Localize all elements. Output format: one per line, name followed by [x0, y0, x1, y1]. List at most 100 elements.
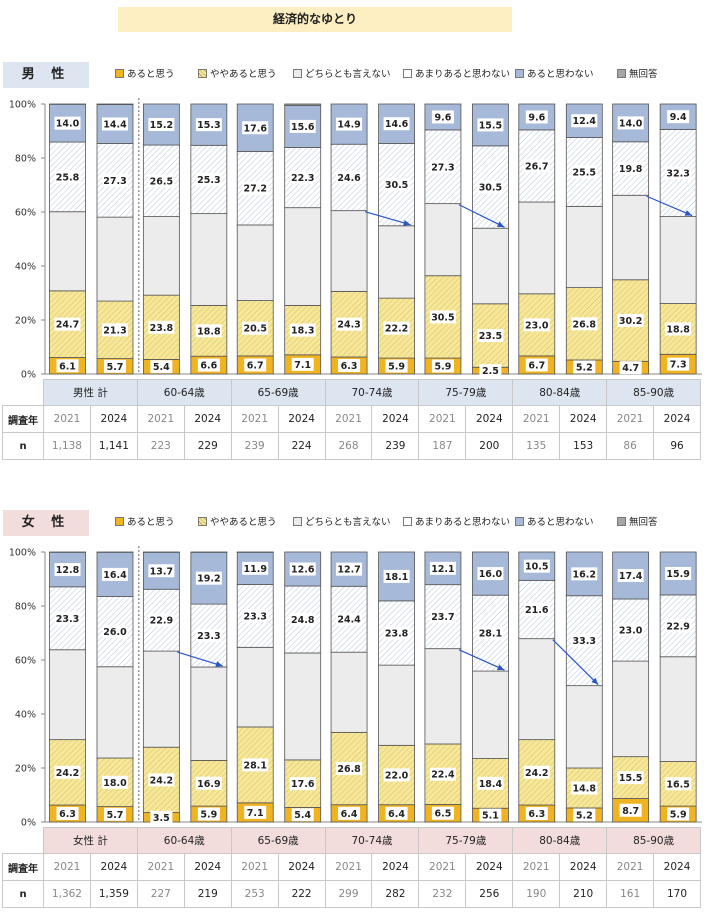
- group-header: 80-84歳: [512, 827, 608, 854]
- n-cell: 232: [418, 880, 467, 908]
- data-label-bg: [383, 626, 410, 640]
- bar-segment-neutral: [612, 194, 650, 281]
- data-label-somewhat-agree: 18.0: [103, 778, 127, 789]
- year-cell: 2021: [324, 853, 373, 881]
- year-cell: 2024: [559, 853, 608, 881]
- bar-segment-neutral: [565, 205, 603, 288]
- data-label-agree: 7.1: [247, 808, 264, 819]
- legend-swatch-somewhat-agree: [198, 69, 207, 78]
- bar-segment-neutral: [96, 666, 134, 759]
- data-label-somewhat-agree: 18.8: [197, 326, 221, 337]
- data-label-somewhat-disagree: 23.0: [619, 626, 643, 637]
- data-label-bg: [195, 629, 222, 643]
- n-cell: 219: [183, 880, 232, 908]
- data-label-somewhat-disagree: 25.3: [197, 175, 220, 186]
- data-label-bg: [54, 116, 81, 130]
- data-label-disagree: 12.4: [573, 116, 597, 127]
- year-cell: 2024: [277, 405, 326, 433]
- data-label-bg: [525, 806, 548, 820]
- change-arrow: [364, 211, 411, 226]
- data-label-bg: [102, 323, 128, 337]
- data-label-agree: 5.7: [107, 810, 124, 821]
- data-label-somewhat-disagree: 33.3: [573, 636, 596, 647]
- data-label-bg: [617, 623, 644, 637]
- data-label-bg: [244, 805, 267, 819]
- change-arrow: [646, 195, 693, 217]
- data-label-bg: [148, 174, 175, 188]
- year-cell: 2024: [183, 853, 232, 881]
- data-label-bg: [665, 566, 692, 580]
- data-label-bg: [102, 625, 128, 639]
- bar-segment-neutral: [472, 670, 509, 759]
- data-label-bg: [523, 603, 550, 617]
- data-label-bg: [477, 567, 504, 581]
- data-label-bg: [54, 317, 81, 331]
- data-label-bg: [289, 323, 316, 337]
- change-arrow: [552, 639, 599, 686]
- data-label-somewhat-agree: 24.2: [150, 775, 173, 786]
- data-label-bg: [573, 808, 596, 822]
- n-cell: 229: [183, 432, 232, 460]
- legend-label: どちらとも言えない: [305, 517, 391, 528]
- data-label-agree: 6.1: [59, 361, 76, 372]
- year-cell: 2024: [89, 405, 138, 433]
- data-label-bg: [665, 619, 692, 633]
- bar-segment-neutral: [330, 651, 368, 733]
- data-label-disagree: 12.8: [56, 565, 80, 576]
- y-tick-label: 40%: [15, 710, 36, 721]
- data-label-disagree: 10.5: [525, 562, 548, 573]
- data-label-somewhat-agree: 20.5: [243, 324, 266, 335]
- table-corner: [2, 379, 44, 406]
- year-cell: 2021: [43, 853, 91, 881]
- legend-item-neutral: どちらとも言えない: [293, 516, 391, 530]
- data-label-bg: [195, 776, 222, 790]
- data-label-bg: [242, 181, 269, 195]
- bar-segment-neutral: [49, 211, 86, 292]
- bar-segment-neutral: [659, 216, 697, 304]
- data-label-bg: [289, 562, 316, 576]
- data-label-somewhat-agree: 22.2: [385, 324, 408, 335]
- data-label-somewhat-agree: 24.7: [56, 320, 79, 331]
- data-label-bg: [148, 773, 175, 787]
- data-label-agree: 3.5: [153, 813, 170, 824]
- chart-male: 0% 20% 40% 60% 80% 100% 6.1 24.7 25.8 14.0 5.7 21.3…: [9, 98, 702, 381]
- data-label-disagree: 17.6: [243, 123, 267, 134]
- data-label-somewhat-agree: 16.9: [197, 779, 220, 790]
- data-label-bg: [429, 767, 456, 781]
- data-label-bg: [523, 765, 550, 779]
- group-header: 男性 計: [43, 379, 138, 406]
- data-label-bg: [477, 180, 504, 194]
- bar-segment-neutral: [236, 646, 274, 728]
- data-label-disagree: 15.6: [291, 122, 315, 133]
- data-label-bg: [102, 775, 128, 789]
- legend-label: あると思わない: [527, 69, 594, 80]
- data-label-disagree: 9.4: [670, 112, 687, 123]
- n-cell: 210: [559, 880, 608, 908]
- data-label-bg: [195, 118, 222, 132]
- data-label-somewhat-agree: 24.2: [56, 768, 79, 779]
- n-cell: 200: [465, 432, 514, 460]
- data-label-bg: [291, 808, 314, 822]
- n-cell: 239: [371, 432, 420, 460]
- data-label-agree: 7.1: [294, 360, 311, 371]
- data-label-bg: [617, 771, 644, 785]
- data-label-bg: [617, 568, 644, 582]
- year-cell: 2021: [512, 853, 561, 881]
- data-label-bg: [195, 571, 222, 585]
- data-label-bg: [477, 329, 504, 343]
- gender-label-female: 女 性: [3, 510, 89, 536]
- data-label-bg: [431, 359, 454, 373]
- n-cell: 161: [606, 880, 655, 908]
- data-label-agree: 8.7: [622, 806, 639, 817]
- bar-segment-no-answer: [96, 103, 134, 105]
- data-label-bg: [479, 808, 502, 822]
- n-cell: 224: [277, 432, 326, 460]
- data-label-bg: [242, 121, 269, 135]
- data-label-agree: 5.1: [482, 811, 499, 822]
- data-label-bg: [619, 803, 642, 817]
- bar-segment-neutral: [284, 207, 322, 306]
- data-label-bg: [429, 610, 456, 624]
- data-label-bg: [573, 360, 596, 374]
- legend-swatch-somewhat-disagree: [403, 69, 412, 78]
- data-label-agree: 4.7: [622, 363, 639, 374]
